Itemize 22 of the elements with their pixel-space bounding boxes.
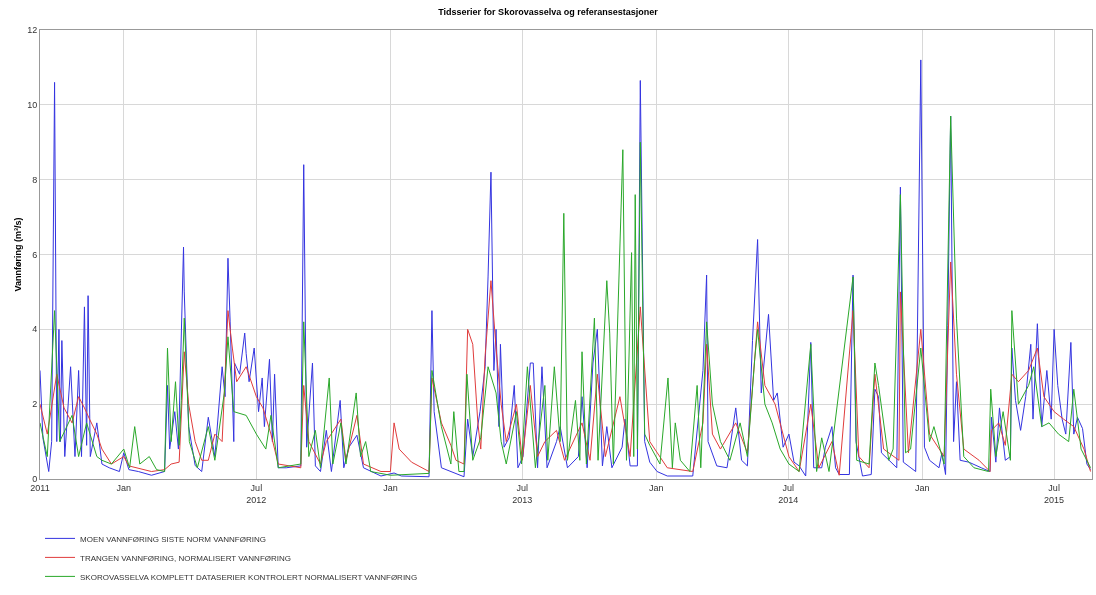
x-tick-label: Jul 2013 [512, 482, 533, 505]
legend-label: MOEN VANNFØRING SISTE NORM VANNFØRING [80, 534, 266, 544]
y-tick-label: 4 [32, 324, 38, 335]
y-tick-label: 6 [32, 249, 38, 260]
x-tick-label: Jan [383, 482, 398, 493]
y-tick-label: 2 [32, 399, 38, 410]
line-series [40, 261, 1092, 476]
y-tick-label: 10 [27, 99, 38, 110]
y-tick-label: 0 [32, 474, 38, 485]
y-tick-label: 12 [27, 25, 38, 36]
y-axis-title: Vannføring (m³/s) [12, 217, 23, 292]
x-tick-label: 2011 [30, 482, 50, 493]
x-tick-label: Jul 2012 [246, 482, 267, 505]
legend-label: SKOROVASSELVA KOMPLETT DATASERIER KONTROLERT NORMALISERT VANNFØRING [80, 572, 418, 582]
chart-title: Tidsserier for Skorovasselva og referansestasjoner [438, 7, 659, 18]
x-tick-label: Jan [914, 482, 930, 493]
y-tick-label: 8 [32, 174, 38, 185]
x-tick-label: Jan [116, 482, 132, 493]
legend-label: TRANGEN VANNFØRING, NORMALISERT VANNFØRING [80, 553, 291, 563]
x-tick-label: Jul 2015 [1044, 482, 1065, 505]
x-tick-label: Jul 2014 [778, 482, 799, 505]
x-tick-label: Jan [649, 482, 664, 493]
